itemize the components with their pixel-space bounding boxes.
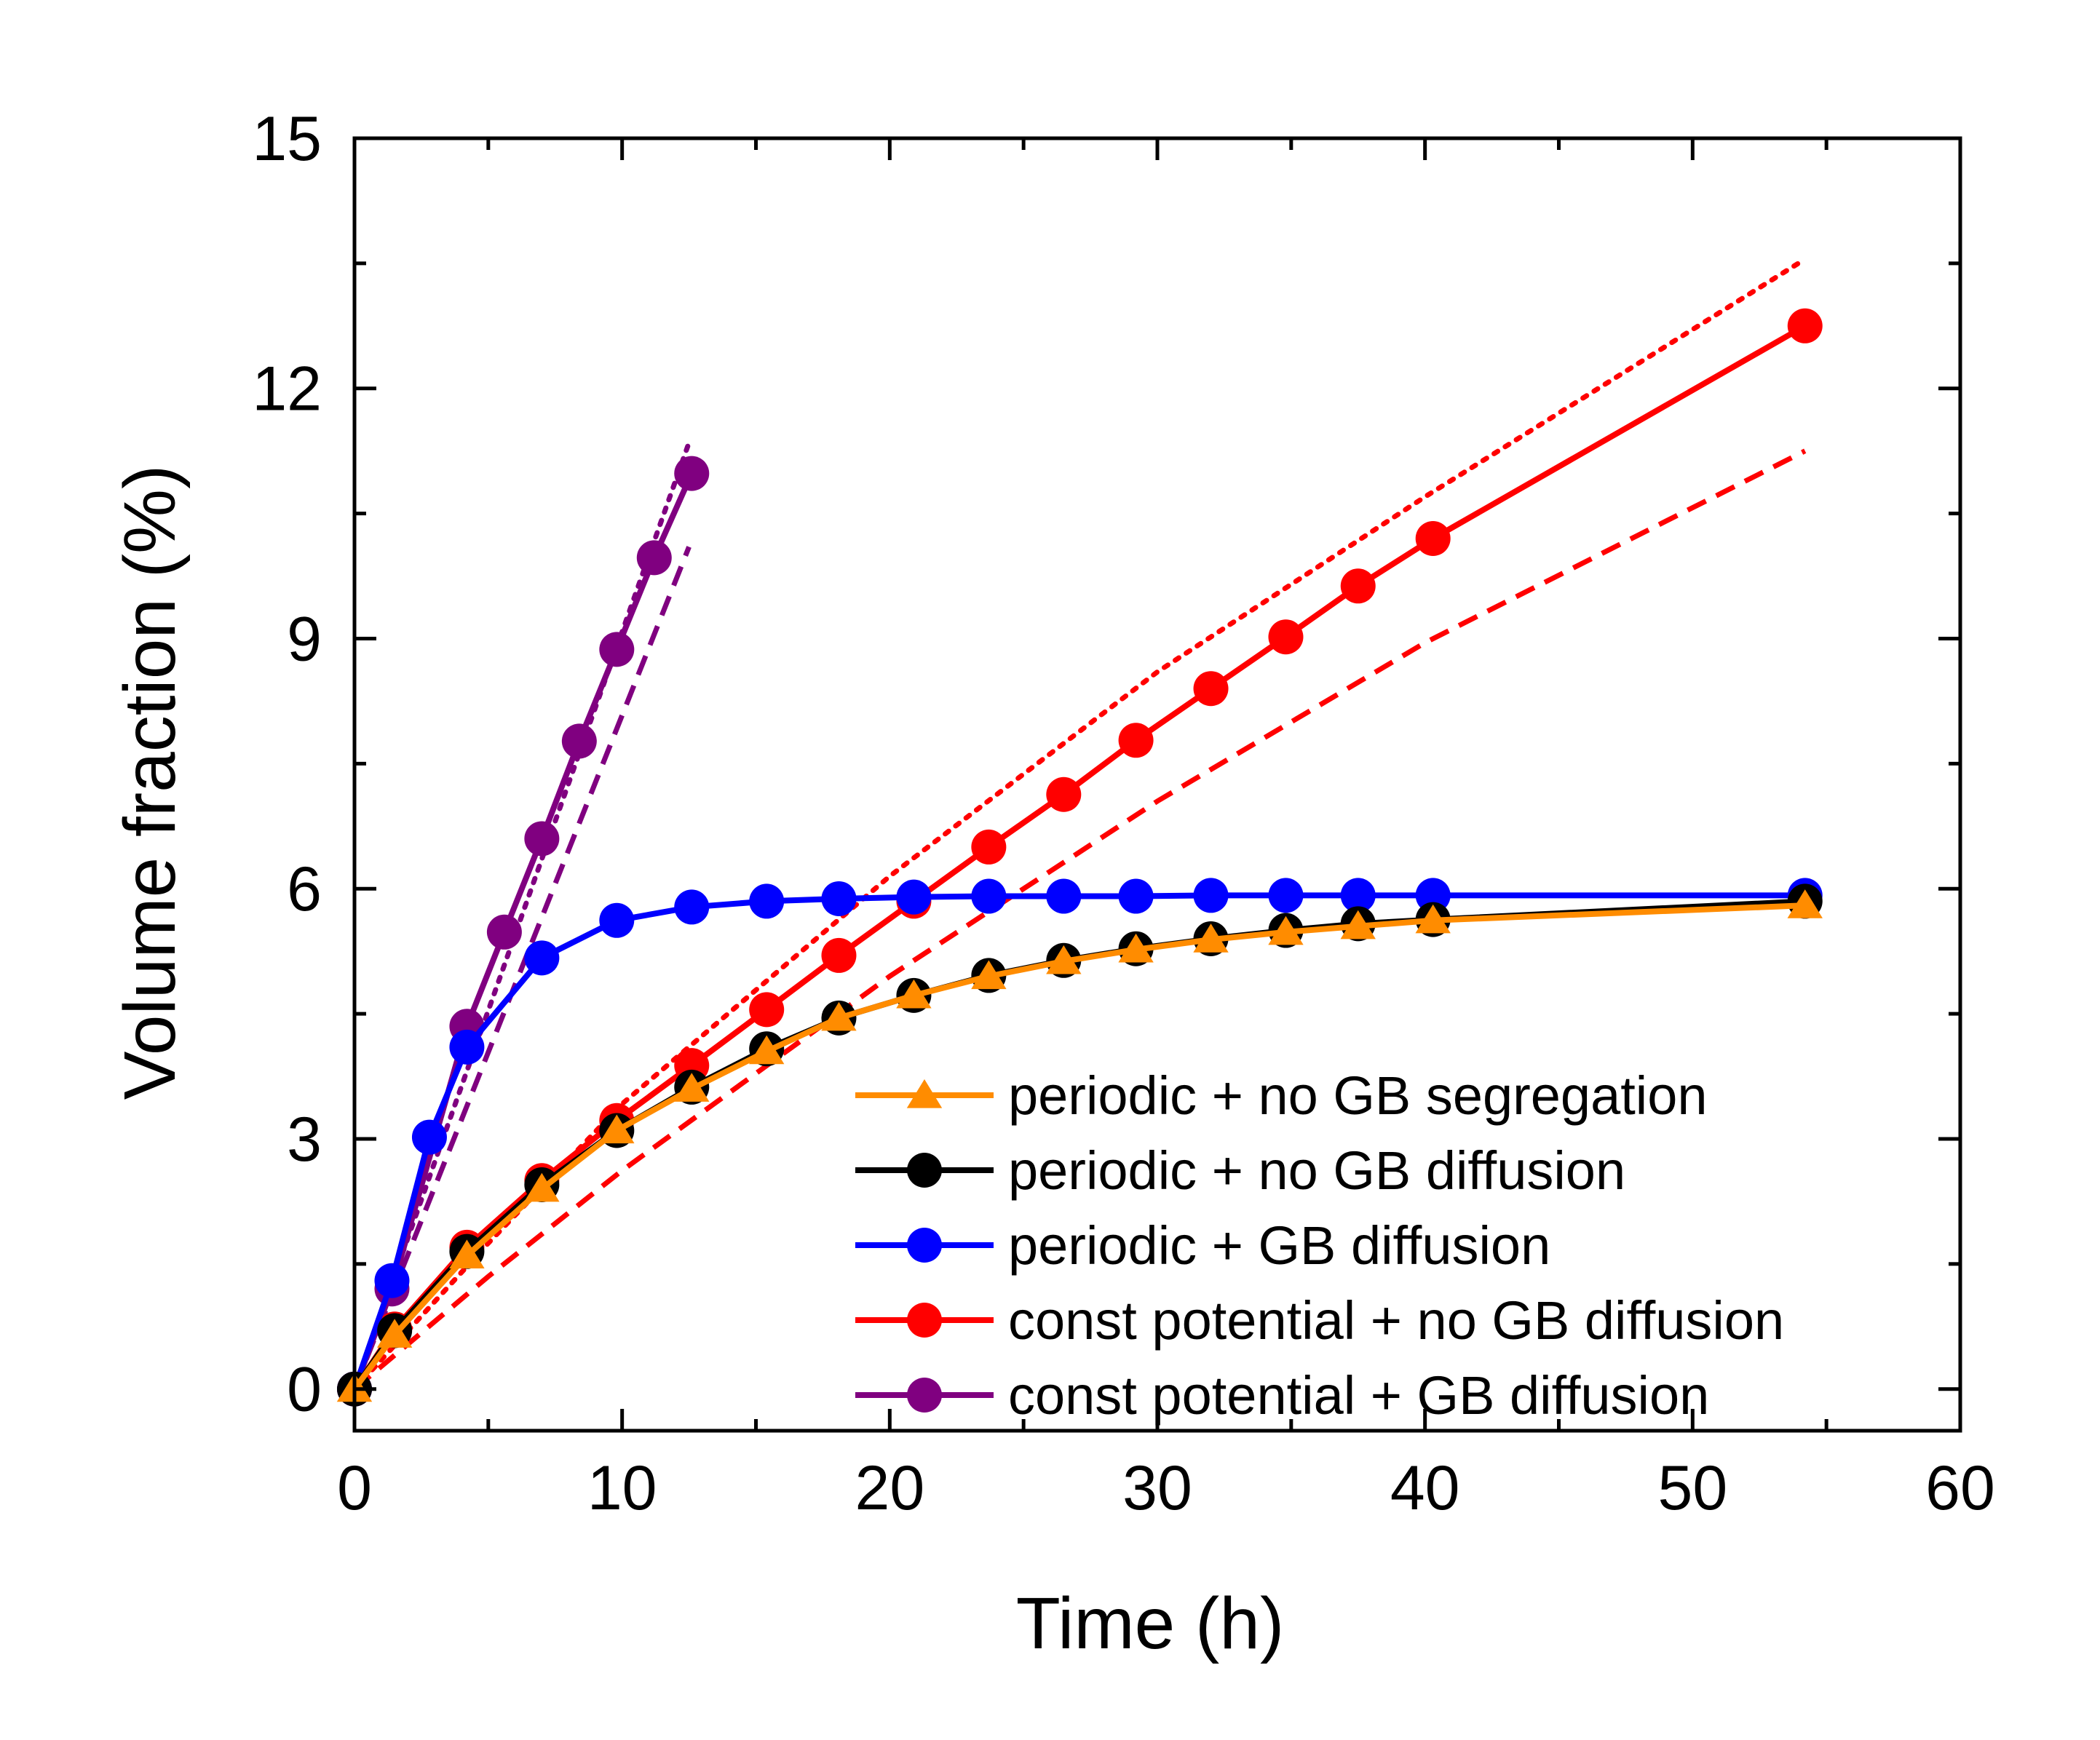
series-0-point <box>1118 933 1154 963</box>
y-tick-label: 0 <box>287 1355 322 1425</box>
series-3-point <box>1118 723 1154 758</box>
tick-labels: 0 10 20 30 40 50 60 0 3 6 9 12 15 <box>252 104 1995 1523</box>
series-2-point <box>599 902 635 938</box>
x-tick-label: 40 <box>1390 1453 1460 1523</box>
series-3-point <box>821 937 857 973</box>
reference-curve-dashed-1 <box>352 546 692 1391</box>
series-2-point <box>674 889 710 925</box>
series-2-point <box>1046 878 1082 914</box>
series-0-point <box>971 960 1007 990</box>
series-2-point <box>1268 878 1304 913</box>
series-0-point <box>749 1035 785 1065</box>
series-0-point <box>896 979 932 1009</box>
series-3-point <box>1193 671 1229 707</box>
series-0-point <box>599 1114 635 1144</box>
series-3-point <box>971 829 1007 865</box>
series-2-point <box>1340 878 1376 913</box>
x-tick-label: 10 <box>587 1453 657 1523</box>
series-3-point <box>1268 619 1304 655</box>
series-3-point <box>1787 308 1823 343</box>
series-0-point <box>1340 910 1376 939</box>
legend-marker <box>907 1153 942 1188</box>
series-4-point <box>561 723 597 759</box>
series-2-point <box>524 940 560 976</box>
y-tick-label: 9 <box>287 604 322 674</box>
reference-curves <box>352 256 1808 1392</box>
legend-label: periodic + GB diffusion <box>1008 1215 1550 1276</box>
legend-label: periodic + no GB diffusion <box>1008 1140 1625 1201</box>
series-3-point <box>1046 776 1082 812</box>
series-2-point <box>971 878 1007 914</box>
series-0-point <box>524 1172 560 1202</box>
series-3-point <box>1340 568 1376 604</box>
series-4-point <box>636 540 672 576</box>
series-4-point <box>486 914 522 950</box>
x-tick-label: 30 <box>1122 1453 1192 1523</box>
reference-curve-dotted-2 <box>352 256 1808 1392</box>
legend-marker <box>907 1303 942 1338</box>
x-tick-label: 60 <box>1925 1453 1995 1523</box>
series-0-point <box>449 1239 485 1268</box>
x-tick-label: 0 <box>337 1453 372 1523</box>
series-3-point <box>749 992 785 1028</box>
axes <box>352 136 1962 1433</box>
series-0-point <box>1415 904 1451 934</box>
series-2 <box>337 878 1823 1407</box>
x-tick-label: 20 <box>855 1453 924 1523</box>
series-0-point <box>1268 915 1304 945</box>
series-2-point <box>896 879 932 915</box>
reference-curve-dotted-0 <box>352 440 692 1392</box>
series-0 <box>336 889 1823 1402</box>
series-2-point <box>821 881 857 916</box>
series-4-line <box>352 472 694 1391</box>
series-0-point <box>1787 889 1823 918</box>
series-2-point <box>749 883 785 919</box>
series-2-point <box>449 1029 485 1065</box>
legend-item-1: periodic + no GB diffusion <box>855 1140 1625 1201</box>
series-2-point <box>1118 878 1154 914</box>
series-2-point <box>374 1263 410 1298</box>
series-4-point <box>524 821 560 857</box>
x-tick-label: 50 <box>1657 1453 1727 1523</box>
series-0-point <box>1046 945 1082 974</box>
legend: periodic + no GB segregation periodic + n… <box>855 1065 1784 1426</box>
x-axis-title: Time (h) <box>1016 1583 1285 1664</box>
legend-item-2: periodic + GB diffusion <box>855 1215 1550 1276</box>
legend-item-4: const potential + GB diffusion <box>855 1365 1709 1426</box>
legend-label: const potential + no GB diffusion <box>1008 1290 1784 1351</box>
y-axis-title: Volume fraction (%) <box>109 465 191 1100</box>
y-tick-label: 3 <box>287 1105 322 1175</box>
data-series <box>336 308 1823 1407</box>
legend-marker <box>907 1378 942 1413</box>
series-0-point <box>376 1319 413 1348</box>
series-4-point <box>599 632 635 667</box>
legend-item-0: periodic + no GB segregation <box>855 1065 1708 1126</box>
series-2-point <box>1415 878 1451 913</box>
legend-label: const potential + GB diffusion <box>1008 1365 1709 1426</box>
y-tick-label: 15 <box>252 104 322 174</box>
series-2-point <box>411 1119 447 1155</box>
series-3-point <box>1415 520 1451 556</box>
legend-item-3: const potential + no GB diffusion <box>855 1290 1784 1351</box>
series-0-point <box>821 1001 857 1031</box>
series-4-point <box>674 456 710 491</box>
series-0-point <box>1193 923 1229 953</box>
series-0-point <box>674 1073 710 1102</box>
legend-marker <box>906 1079 943 1108</box>
reference-curve-dashed-3 <box>352 448 1807 1391</box>
series-2-point <box>1193 878 1229 913</box>
y-tick-label: 6 <box>287 854 322 924</box>
legend-marker <box>907 1228 942 1263</box>
legend-label: periodic + no GB segregation <box>1008 1065 1708 1126</box>
y-tick-label: 12 <box>252 354 322 424</box>
